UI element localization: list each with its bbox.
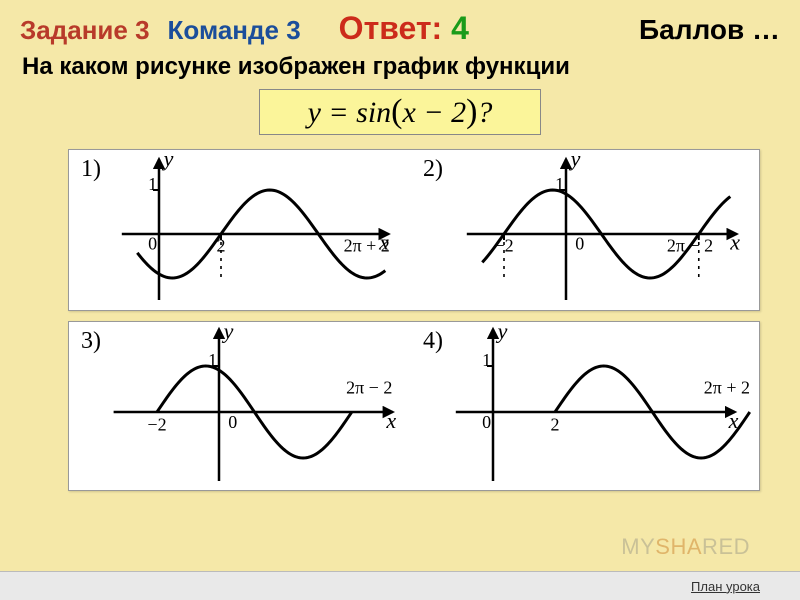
answer-label: Ответ: 4 bbox=[339, 10, 469, 47]
chart-4: 4) y x 1 0 2 2π + 2 bbox=[411, 322, 753, 490]
chart-grid: 1) y x 1 0 2 2π + 2 2) y x 1 0 −2 2π − 2 3) y x 1 0 −2 2π − … bbox=[0, 149, 800, 491]
svg-text:1: 1 bbox=[555, 174, 564, 194]
svg-text:−2: −2 bbox=[494, 236, 513, 256]
svg-text:0: 0 bbox=[575, 233, 584, 253]
svg-text:y: y bbox=[496, 322, 508, 343]
chart-2: 2) y x 1 0 −2 2π − 2 bbox=[411, 150, 753, 310]
svg-text:y: y bbox=[162, 150, 174, 171]
svg-text:2: 2 bbox=[551, 414, 560, 434]
chart-panel: 3) y x 1 0 −2 2π − 2 4) y x 1 0 2 2π + 2 bbox=[68, 321, 760, 491]
chart-1: 1)yx1022π + 2 bbox=[69, 150, 411, 310]
svg-text:3): 3) bbox=[81, 328, 101, 354]
svg-text:0: 0 bbox=[482, 412, 491, 432]
svg-text:y: y bbox=[569, 150, 581, 171]
formula-box: y = sin(x − 2)? bbox=[259, 89, 541, 135]
plan-link[interactable]: План урока bbox=[691, 579, 760, 594]
svg-text:y: y bbox=[222, 322, 234, 343]
svg-text:1: 1 bbox=[208, 350, 217, 370]
question-text: На каком рисунке изображен график функци… bbox=[0, 51, 800, 89]
svg-text:x: x bbox=[729, 229, 740, 254]
svg-text:2π − 2: 2π − 2 bbox=[346, 378, 392, 398]
svg-text:1): 1) bbox=[81, 156, 101, 182]
svg-text:2π + 2: 2π + 2 bbox=[704, 378, 750, 398]
team-label: Команде 3 bbox=[168, 15, 301, 46]
svg-text:x: x bbox=[385, 408, 396, 433]
svg-text:2: 2 bbox=[217, 236, 226, 256]
answer-value: 4 bbox=[451, 10, 469, 46]
svg-text:4): 4) bbox=[423, 328, 443, 354]
header: Задание 3 Команде 3 Ответ: 4 Баллов … bbox=[0, 0, 800, 51]
svg-text:x: x bbox=[728, 408, 739, 433]
watermark: MYSHARED bbox=[621, 534, 750, 560]
svg-text:1: 1 bbox=[148, 174, 157, 194]
chart-panel: 1) y x 1 0 2 2π + 2 2) y x 1 0 −2 2π − 2 bbox=[68, 149, 760, 311]
chart-3: 3) y x 1 0 −2 2π − 2 bbox=[69, 322, 411, 490]
svg-text:2π − 2: 2π − 2 bbox=[667, 236, 713, 256]
task-label: Задание 3 bbox=[20, 15, 150, 46]
points-label: Баллов … bbox=[639, 14, 780, 46]
svg-text:1: 1 bbox=[482, 350, 491, 370]
svg-text:2): 2) bbox=[423, 156, 443, 182]
svg-text:0: 0 bbox=[228, 412, 237, 432]
svg-text:0: 0 bbox=[148, 233, 157, 253]
svg-text:−2: −2 bbox=[147, 414, 166, 434]
svg-text:2π + 2: 2π + 2 bbox=[344, 236, 390, 256]
footer-bar: План урока bbox=[0, 571, 800, 600]
